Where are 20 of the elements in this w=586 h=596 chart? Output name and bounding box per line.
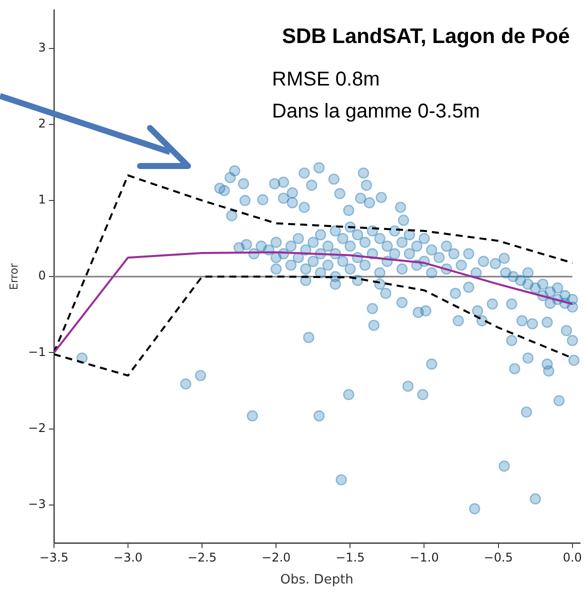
x-axis-title: Obs. Depth xyxy=(280,572,354,588)
x-tick-label: −3.0 xyxy=(113,550,143,564)
x-tick-label: −2.0 xyxy=(262,550,291,564)
x-tick-label: −2.5 xyxy=(187,550,217,564)
text: SDB LandSAT, Lagon de Poé xyxy=(282,24,570,48)
annotation: Dans la gamme 0-3.5m xyxy=(272,100,480,123)
y-tick-label: −1 xyxy=(28,344,46,359)
x-tick-label: 0.0 xyxy=(562,550,582,564)
y-axis-title: Error xyxy=(7,262,20,290)
x-tick-label: −3.5 xyxy=(39,550,68,564)
annotation: RMSE 0.8m xyxy=(272,68,380,91)
y-tick-label: −2 xyxy=(28,420,46,435)
y-tick-label: −3 xyxy=(28,497,46,512)
y-tick-label: 1 xyxy=(38,192,46,207)
x-tick-label: −1.5 xyxy=(336,550,365,564)
x-tick-label: −1.0 xyxy=(410,550,439,564)
y-tick-label: 2 xyxy=(38,116,46,130)
y-tick-label: 3 xyxy=(38,40,46,54)
x-tick-label: −0.5 xyxy=(484,550,513,564)
y-tick-label: 0 xyxy=(38,268,46,283)
